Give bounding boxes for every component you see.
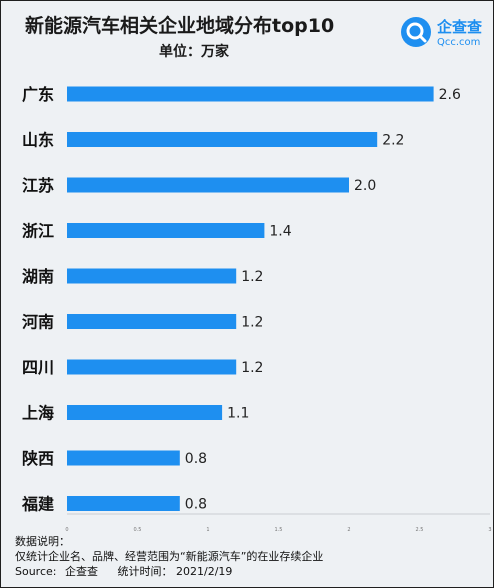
category-label-1: 山东 <box>22 131 54 150</box>
data-notes: 数据说明： 仅统计企业名、品牌、经营范围为“新能源汽车”的在业存续企业 Sour… <box>15 534 323 579</box>
bar-9 <box>67 496 180 511</box>
value-label-2: 2.0 <box>354 178 376 194</box>
notes-line: 仅统计企业名、品牌、经营范围为“新能源汽车”的在业存续企业 <box>15 550 324 563</box>
x-tick-label-5: 2.5 <box>416 527 424 533</box>
qcc-logo-icon <box>401 17 431 47</box>
category-label-4: 湖南 <box>22 267 54 286</box>
bar-6 <box>67 359 237 375</box>
bar-5 <box>67 314 237 329</box>
x-tick-label-1: 0.5 <box>134 527 142 533</box>
value-label-7: 1.1 <box>227 406 249 422</box>
value-label-3: 1.4 <box>269 224 291 240</box>
value-label-6: 1.2 <box>241 360 263 376</box>
logo-name: 企查查 <box>437 18 483 36</box>
qcc-logo: 企查查 Qcc.com <box>401 15 485 55</box>
value-label-9: 0.8 <box>185 497 207 513</box>
time-label: 统计时间： <box>117 565 173 578</box>
category-label-5: 河南 <box>22 313 54 332</box>
chart-subtitle: 单位：万家 <box>159 44 229 60</box>
category-label-9: 福建 <box>21 495 54 514</box>
x-tick-label-6: 3 <box>488 527 491 533</box>
notes-source-row: Source: 企查查 统计时间： 2021/2/19 <box>15 564 323 579</box>
notes-heading: 数据说明： <box>15 535 70 548</box>
category-label-6: 四川 <box>22 358 54 377</box>
bar-3 <box>67 223 265 238</box>
value-label-1: 2.2 <box>382 133 404 149</box>
bar-8 <box>67 450 180 466</box>
source-label: Source: <box>15 565 57 578</box>
category-label-2: 江苏 <box>22 176 54 195</box>
logo-domain: Qcc.com <box>437 37 481 48</box>
x-tick-label-2: 1 <box>206 527 209 533</box>
x-tick-label-3: 1.5 <box>275 527 283 533</box>
value-label-8: 0.8 <box>185 451 207 467</box>
bar-1 <box>67 132 378 147</box>
bar-7 <box>67 405 223 420</box>
value-label-0: 2.6 <box>439 87 461 103</box>
value-label-4: 1.2 <box>241 269 263 285</box>
x-tick-label-4: 2 <box>347 527 350 533</box>
category-label-3: 浙江 <box>22 222 54 241</box>
bar-4 <box>67 268 237 284</box>
bar-2 <box>67 177 349 193</box>
x-tick-label-0: 0 <box>65 527 68 533</box>
source-value: 企查查 <box>65 565 98 578</box>
time-value: 2021/2/19 <box>176 565 233 578</box>
category-label-0: 广东 <box>22 85 54 104</box>
chart-title: 新能源汽车相关企业地域分布top10 <box>25 15 335 37</box>
value-label-5: 1.2 <box>241 315 263 331</box>
category-label-7: 上海 <box>22 404 54 423</box>
bar-0 <box>67 86 434 102</box>
category-label-8: 陕西 <box>22 449 54 468</box>
